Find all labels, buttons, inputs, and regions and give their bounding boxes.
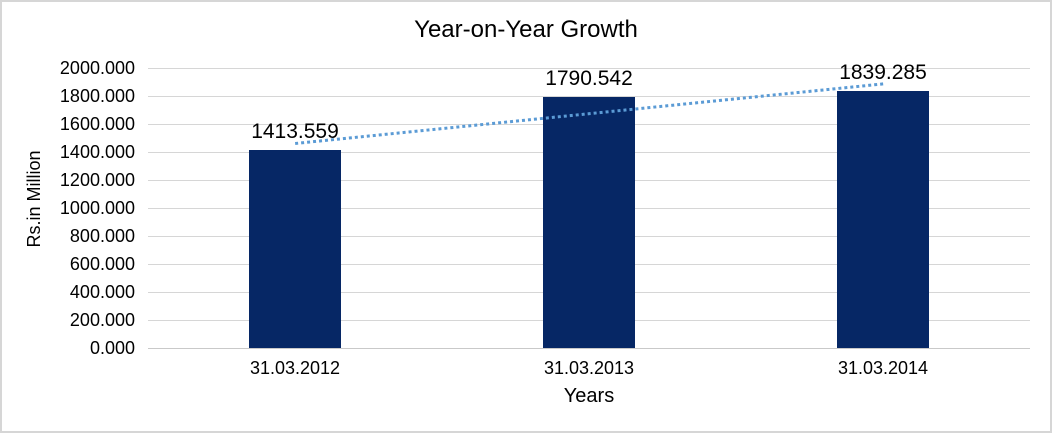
x-tick-label: 31.03.2012	[249, 358, 341, 378]
x-axis-title: Years	[563, 385, 615, 407]
y-tick-label: 200.000	[69, 310, 135, 330]
y-tick-label: 1800.000	[59, 86, 135, 106]
x-axis-line	[148, 348, 1030, 349]
gridline	[148, 96, 1030, 97]
bar-31.03.2012	[249, 150, 341, 348]
bar-31.03.2013	[543, 97, 635, 348]
plot-area	[148, 68, 1030, 349]
y-tick-label: 2000.000	[59, 58, 135, 78]
data-label: 1790.542	[545, 67, 633, 91]
y-tick-label: 400.000	[69, 282, 135, 302]
x-tick-label: 31.03.2014	[837, 358, 929, 378]
y-tick-label: 1000.000	[59, 198, 135, 218]
gridline	[148, 68, 1030, 69]
y-tick-label: 600.000	[69, 254, 135, 274]
y-tick-label: 1200.000	[59, 170, 135, 190]
y-tick-label: 0.000	[89, 338, 135, 358]
bar-31.03.2014	[837, 90, 929, 348]
chart-title: Year-on-Year Growth	[414, 16, 638, 43]
y-tick-label: 800.000	[69, 226, 135, 246]
data-label: 1413.559	[251, 120, 339, 144]
y-tick-label: 1600.000	[59, 114, 135, 134]
y-tick-label: 1400.000	[59, 142, 135, 162]
data-label: 1839.285	[839, 60, 927, 84]
x-tick-label: 31.03.2013	[543, 358, 635, 378]
